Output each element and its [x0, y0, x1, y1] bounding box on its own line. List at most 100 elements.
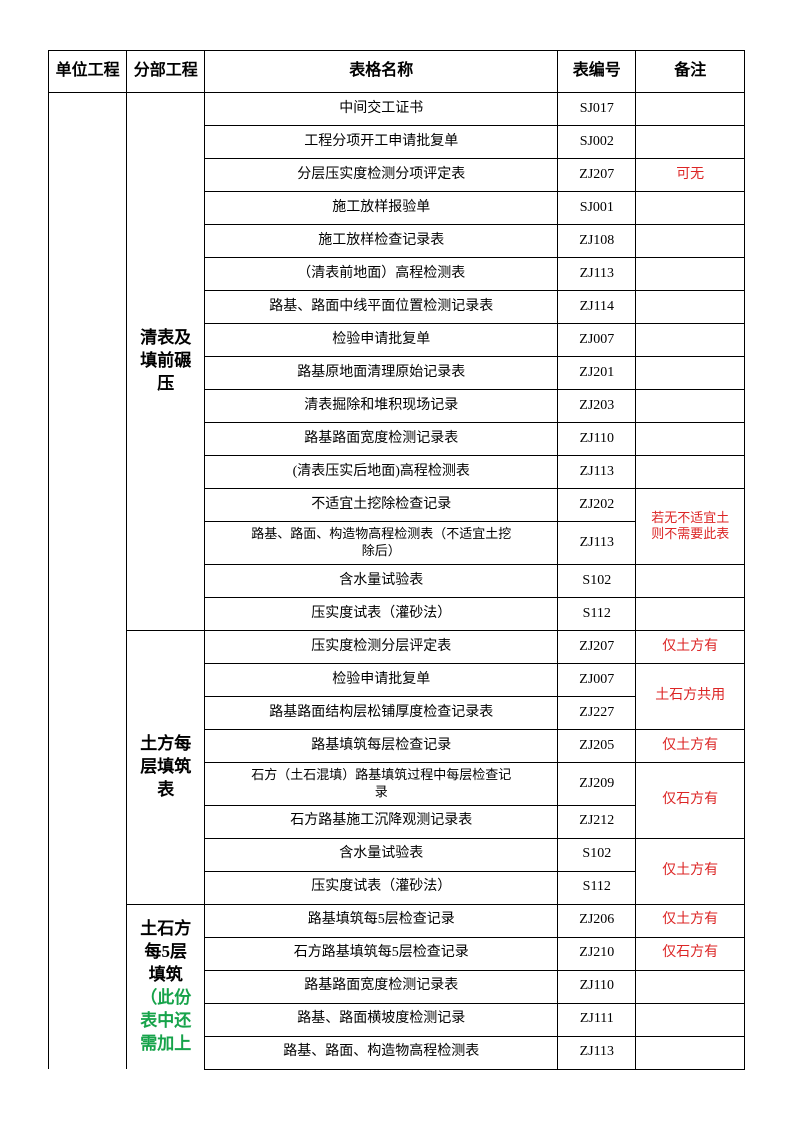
- form-remark: [636, 258, 745, 291]
- form-remark: [636, 225, 745, 258]
- unit-cell: [49, 93, 127, 1070]
- section-label-3: 土石方每5层填筑 （此份表中还需加上: [127, 904, 205, 1069]
- form-name: 含水量试验表: [205, 838, 558, 871]
- form-name: 石方路基填筑每5层检查记录: [205, 937, 558, 970]
- form-no: ZJ108: [558, 225, 636, 258]
- form-name: 路基填筑每5层检查记录: [205, 904, 558, 937]
- form-name: 压实度试表（灌砂法）: [205, 597, 558, 630]
- form-no: ZJ110: [558, 423, 636, 456]
- form-name: 路基、路面、构造物高程检测表: [205, 1036, 558, 1069]
- form-no: ZJ207: [558, 159, 636, 192]
- form-name: 路基路面结构层松铺厚度检查记录表: [205, 696, 558, 729]
- header-section: 分部工程: [127, 51, 205, 93]
- form-remark-merged: 仅石方有: [636, 762, 745, 838]
- table-row: 土石方每5层填筑 （此份表中还需加上 路基填筑每5层检查记录 ZJ206 仅土方…: [49, 904, 745, 937]
- form-remark: 仅土方有: [636, 904, 745, 937]
- form-no: ZJ206: [558, 904, 636, 937]
- section-label-3a: 土石方每5层填筑: [140, 919, 191, 984]
- table-header-row: 单位工程 分部工程 表格名称 表编号 备注: [49, 51, 745, 93]
- form-no: ZJ114: [558, 291, 636, 324]
- form-remark: 仅土方有: [636, 630, 745, 663]
- form-remark: [636, 357, 745, 390]
- form-no: ZJ203: [558, 390, 636, 423]
- form-name: 中间交工证书: [205, 93, 558, 126]
- form-no: ZJ110: [558, 970, 636, 1003]
- form-no: S102: [558, 838, 636, 871]
- form-name: 石方路基施工沉降观测记录表: [205, 805, 558, 838]
- form-no: ZJ007: [558, 663, 636, 696]
- form-remark: [636, 597, 745, 630]
- form-remark: [636, 1003, 745, 1036]
- form-no: ZJ113: [558, 522, 636, 565]
- form-name: 路基、路面横坡度检测记录: [205, 1003, 558, 1036]
- form-no: ZJ113: [558, 258, 636, 291]
- form-remark: [636, 1036, 745, 1069]
- form-remark: [636, 93, 745, 126]
- form-remark: 可无: [636, 159, 745, 192]
- table-row: 土方每层填筑表 压实度检测分层评定表 ZJ207 仅土方有: [49, 630, 745, 663]
- form-no: SJ002: [558, 126, 636, 159]
- form-name: 路基路面宽度检测记录表: [205, 423, 558, 456]
- form-name: 分层压实度检测分项评定表: [205, 159, 558, 192]
- form-no: S112: [558, 597, 636, 630]
- form-name: 路基路面宽度检测记录表: [205, 970, 558, 1003]
- form-name: 检验申请批复单: [205, 663, 558, 696]
- form-no: SJ001: [558, 192, 636, 225]
- form-name: 压实度检测分层评定表: [205, 630, 558, 663]
- form-name: 工程分项开工申请批复单: [205, 126, 558, 159]
- form-name: 路基、路面中线平面位置检测记录表: [205, 291, 558, 324]
- header-formname: 表格名称: [205, 51, 558, 93]
- form-no: ZJ227: [558, 696, 636, 729]
- form-remark: [636, 564, 745, 597]
- form-no: SJ017: [558, 93, 636, 126]
- form-remark: [636, 291, 745, 324]
- form-name: 路基、路面、构造物高程检测表（不适宜土挖除后）: [205, 522, 558, 565]
- form-remark: 仅土方有: [636, 729, 745, 762]
- form-name: 路基原地面清理原始记录表: [205, 357, 558, 390]
- form-no: ZJ207: [558, 630, 636, 663]
- form-name: 清表掘除和堆积现场记录: [205, 390, 558, 423]
- form-remark: [636, 390, 745, 423]
- form-name: 不适宜土挖除检查记录: [205, 489, 558, 522]
- form-remark-merged: 土石方共用: [636, 663, 745, 729]
- form-index-table: 单位工程 分部工程 表格名称 表编号 备注 清表及填前碾压 中间交工证书 SJ0…: [48, 50, 745, 1070]
- form-no: ZJ210: [558, 937, 636, 970]
- table-row: 清表及填前碾压 中间交工证书 SJ017: [49, 93, 745, 126]
- form-name: 含水量试验表: [205, 564, 558, 597]
- section-label-3b: （此份表中还需加上: [140, 988, 191, 1053]
- form-name: 施工放样检查记录表: [205, 225, 558, 258]
- form-name: 压实度试表（灌砂法）: [205, 871, 558, 904]
- form-no: ZJ007: [558, 324, 636, 357]
- section-label-1: 清表及填前碾压: [127, 93, 205, 631]
- form-name: 石方（土石混填）路基填筑过程中每层检查记录: [205, 762, 558, 805]
- table-body: 清表及填前碾压 中间交工证书 SJ017 工程分项开工申请批复单 SJ002 分…: [49, 93, 745, 1070]
- form-remark: [636, 456, 745, 489]
- form-name: （清表前地面）高程检测表: [205, 258, 558, 291]
- form-no: S102: [558, 564, 636, 597]
- form-name: 施工放样报验单: [205, 192, 558, 225]
- form-remark: [636, 192, 745, 225]
- header-formno: 表编号: [558, 51, 636, 93]
- section-label-2: 土方每层填筑表: [127, 630, 205, 904]
- form-name: 路基填筑每层检查记录: [205, 729, 558, 762]
- form-no: ZJ113: [558, 1036, 636, 1069]
- form-no: ZJ202: [558, 489, 636, 522]
- form-no: ZJ111: [558, 1003, 636, 1036]
- form-no: ZJ205: [558, 729, 636, 762]
- form-no: ZJ209: [558, 762, 636, 805]
- form-remark-merged: 仅土方有: [636, 838, 745, 904]
- header-remark: 备注: [636, 51, 745, 93]
- form-name: (清表压实后地面)高程检测表: [205, 456, 558, 489]
- form-no: S112: [558, 871, 636, 904]
- form-remark: [636, 423, 745, 456]
- form-remark: [636, 324, 745, 357]
- form-no: ZJ113: [558, 456, 636, 489]
- form-remark: [636, 970, 745, 1003]
- form-no: ZJ212: [558, 805, 636, 838]
- form-remark: 仅石方有: [636, 937, 745, 970]
- form-remark-merged: 若无不适宜土则不需要此表: [636, 489, 745, 565]
- form-name: 检验申请批复单: [205, 324, 558, 357]
- form-remark: [636, 126, 745, 159]
- header-unit: 单位工程: [49, 51, 127, 93]
- form-no: ZJ201: [558, 357, 636, 390]
